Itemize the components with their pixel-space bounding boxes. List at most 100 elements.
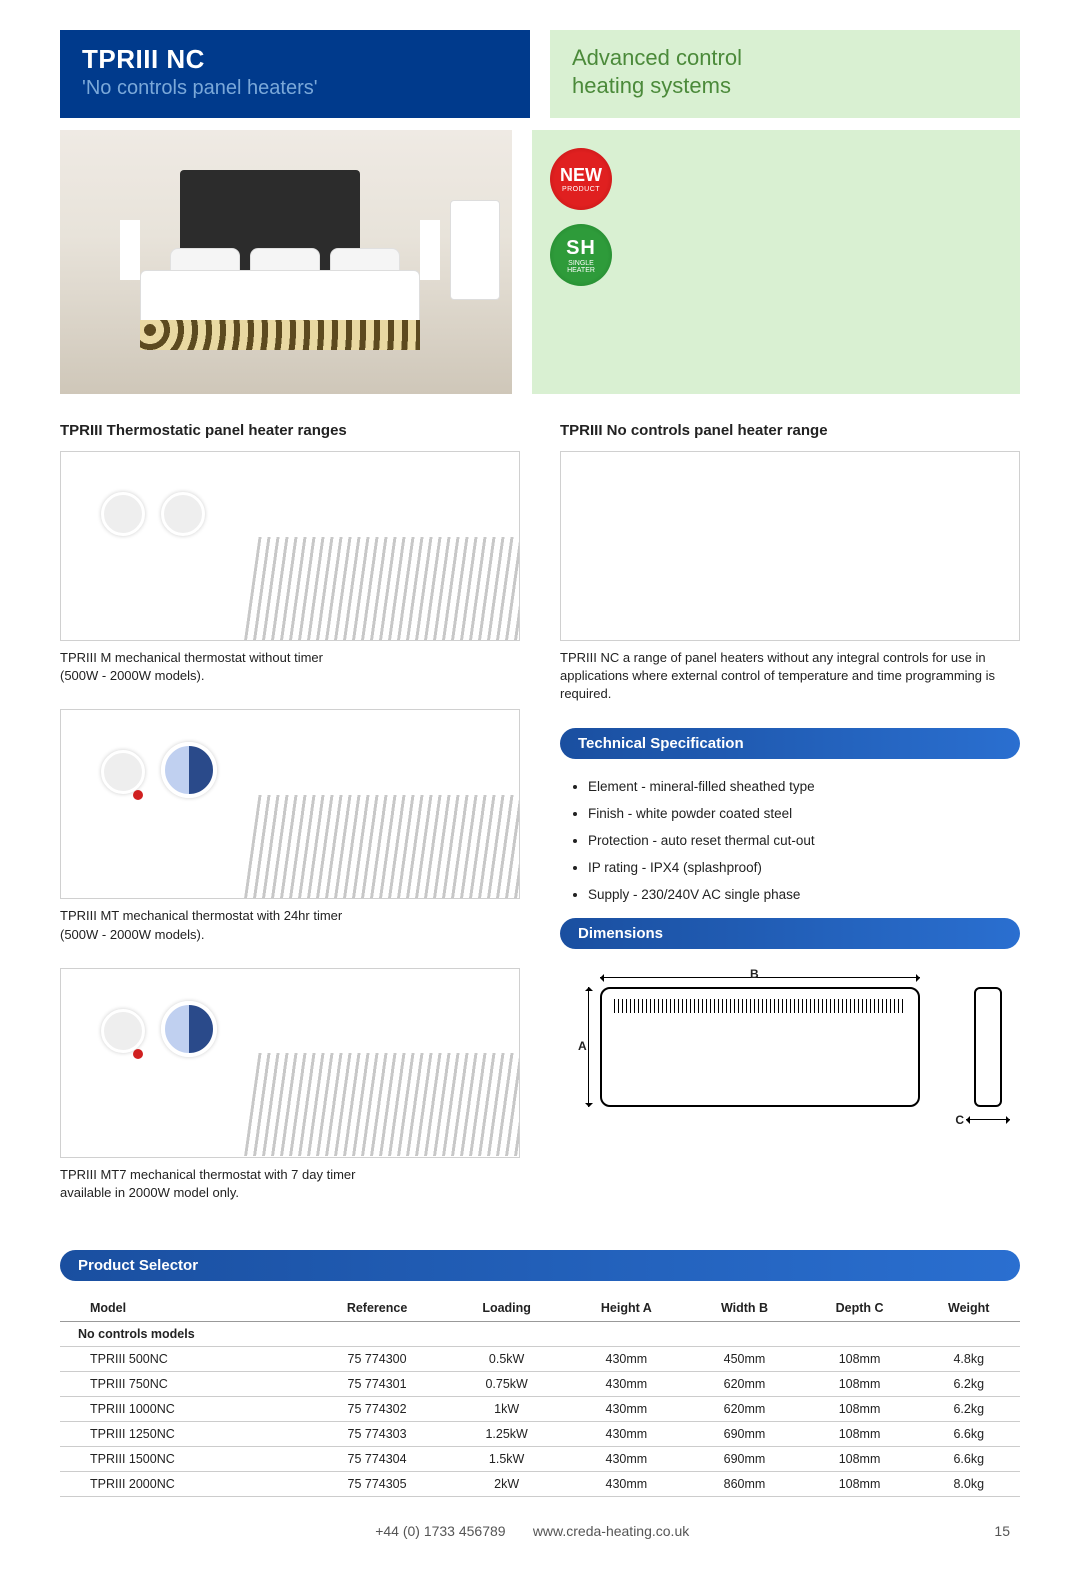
product-image [60,451,520,641]
table-column-header: Depth C [802,1295,918,1322]
dim-label-c: C [955,1113,964,1127]
table-cell: 8.0kg [918,1472,1021,1497]
table-row: TPRIII 2000NC75 7743052kW430mm860mm108mm… [60,1472,1020,1497]
table-cell: 108mm [802,1347,918,1372]
page-footer: +44 (0) 1733 456789 www.creda-heating.co… [60,1523,1020,1539]
badge-sh-subtext: SINGLE HEATER [567,260,595,274]
table-cell: 6.2kg [918,1372,1021,1397]
nc-product-image [560,451,1020,641]
table-cell: 860mm [687,1472,801,1497]
product-caption: TPRIII M mechanical thermostat without t… [60,649,520,685]
table-cell: TPRIII 500NC [60,1347,306,1372]
table-cell: 75 774304 [306,1447,448,1472]
tech-spec-item: Supply - 230/240V AC single phase [588,881,1020,908]
product-code-title: TPRIII NC [82,44,508,75]
category-title-line1: Advanced control [572,45,742,70]
page-number: 15 [994,1523,1010,1539]
table-row: TPRIII 1500NC75 7743041.5kW430mm690mm108… [60,1447,1020,1472]
table-cell: 620mm [687,1397,801,1422]
table-cell: 6.6kg [918,1422,1021,1447]
category-title: Advanced control heating systems [572,44,998,99]
header-left-panel: TPRIII NC 'No controls panel heaters' [60,30,530,118]
table-cell: 620mm [687,1372,801,1397]
table-cell: 690mm [687,1422,801,1447]
table-cell: 6.6kg [918,1447,1021,1472]
left-column: TPRIII Thermostatic panel heater ranges … [60,422,520,1226]
nc-heading: TPRIII No controls panel heater range [560,422,1020,439]
tech-spec-item: Element - mineral-filled sheathed type [588,773,1020,800]
catalog-page: TPRIII NC 'No controls panel heaters' Ad… [0,0,1080,1579]
table-cell: 430mm [565,1422,687,1447]
table-cell: 430mm [565,1347,687,1372]
dim-label-a: A [578,1039,587,1053]
dimensions-header: Dimensions [560,918,1020,949]
table-cell: TPRIII 1250NC [60,1422,306,1447]
table-cell: 108mm [802,1422,918,1447]
table-subheading-row: No controls models [60,1322,1020,1347]
table-cell: 0.5kW [448,1347,565,1372]
table-cell: 108mm [802,1447,918,1472]
table-cell: 75 774302 [306,1397,448,1422]
table-cell: 430mm [565,1472,687,1497]
table-column-header: Width B [687,1295,801,1322]
table-row: TPRIII 500NC75 7743000.5kW430mm450mm108m… [60,1347,1020,1372]
single-heater-badge: SH SINGLE HEATER [550,224,612,286]
product-subtitle: 'No controls panel heaters' [82,77,508,100]
table-cell: 75 774300 [306,1347,448,1372]
table-column-header: Loading [448,1295,565,1322]
footer-url: www.creda-heating.co.uk [533,1523,689,1539]
table-row: TPRIII 750NC75 7743010.75kW430mm620mm108… [60,1372,1020,1397]
table-cell: TPRIII 750NC [60,1372,306,1397]
table-cell: 108mm [802,1472,918,1497]
dimensions-diagram: B A C [560,963,1020,1133]
table-cell: 430mm [565,1372,687,1397]
product-selector-table: ModelReferenceLoadingHeight AWidth BDept… [60,1295,1020,1497]
tech-spec-list: Element - mineral-filled sheathed typeFi… [560,773,1020,908]
table-cell: 2kW [448,1472,565,1497]
table-cell: 430mm [565,1447,687,1472]
footer-contact: +44 (0) 1733 456789 www.creda-heating.co… [70,1523,994,1539]
nc-description: TPRIII NC a range of panel heaters witho… [560,649,1020,704]
product-selector-header: Product Selector [60,1250,1020,1281]
footer-phone: +44 (0) 1733 456789 [375,1523,505,1539]
table-cell: 75 774305 [306,1472,448,1497]
table-cell: 430mm [565,1397,687,1422]
table-cell: 450mm [687,1347,801,1372]
table-row: TPRIII 1250NC75 7743031.25kW430mm690mm10… [60,1422,1020,1447]
table-cell: 6.2kg [918,1397,1021,1422]
table-subheading-cell: No controls models [60,1322,1020,1347]
table-cell: 1kW [448,1397,565,1422]
table-cell: 4.8kg [918,1347,1021,1372]
tech-spec-item: Protection - auto reset thermal cut-out [588,827,1020,854]
content-row: TPRIII Thermostatic panel heater ranges … [60,422,1020,1226]
product-caption: TPRIII MT7 mechanical thermostat with 7 … [60,1166,520,1202]
table-column-header: Model [60,1295,306,1322]
thermostatic-heading: TPRIII Thermostatic panel heater ranges [60,422,520,439]
badge-new-subtext: PRODUCT [562,186,600,193]
table-cell: 75 774301 [306,1372,448,1397]
badges-panel: NEW PRODUCT SH SINGLE HEATER [532,130,1020,394]
badge-new-text: NEW [560,165,602,186]
table-cell: 1.25kW [448,1422,565,1447]
table-cell: TPRIII 1500NC [60,1447,306,1472]
product-image [60,968,520,1158]
lifestyle-photo [60,130,512,394]
tech-spec-item: Finish - white powder coated steel [588,800,1020,827]
table-column-header: Reference [306,1295,448,1322]
table-cell: 1.5kW [448,1447,565,1472]
tech-spec-item: IP rating - IPX4 (splashproof) [588,854,1020,881]
tech-spec-header: Technical Specification [560,728,1020,759]
header-row: TPRIII NC 'No controls panel heaters' Ad… [60,30,1020,118]
table-column-header: Weight [918,1295,1021,1322]
table-cell: 690mm [687,1447,801,1472]
new-product-badge: NEW PRODUCT [550,148,612,210]
table-cell: 108mm [802,1397,918,1422]
table-column-header: Height A [565,1295,687,1322]
table-cell: 0.75kW [448,1372,565,1397]
category-title-line2: heating systems [572,73,731,98]
table-header-row: ModelReferenceLoadingHeight AWidth BDept… [60,1295,1020,1322]
dim-label-b: B [750,967,759,981]
right-column: TPRIII No controls panel heater range TP… [560,422,1020,1226]
product-caption: TPRIII MT mechanical thermostat with 24h… [60,907,520,943]
table-row: TPRIII 1000NC75 7743021kW430mm620mm108mm… [60,1397,1020,1422]
